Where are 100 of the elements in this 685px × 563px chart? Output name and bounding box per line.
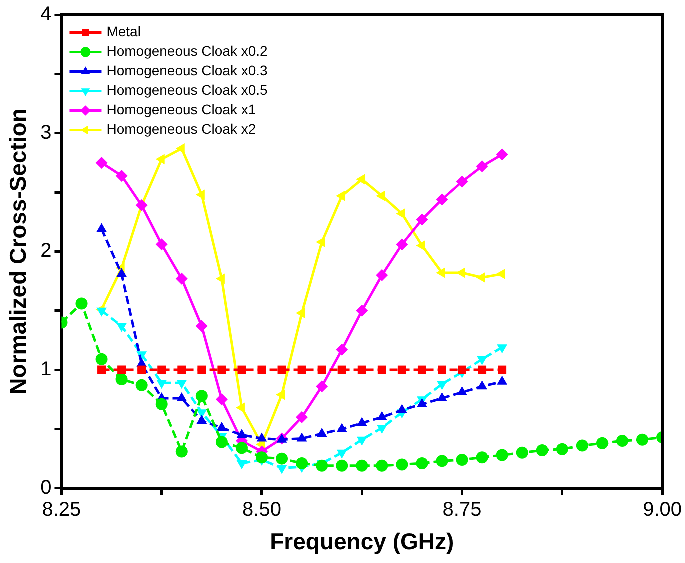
y-tick-label: 1 [40,358,52,381]
point [176,272,188,285]
point [376,190,386,202]
point [636,434,649,446]
point [478,366,487,374]
legend-label: Homogeneous Cloak x1 [106,102,256,118]
point [516,446,528,459]
point [458,366,467,374]
point [496,268,506,280]
point [136,379,148,392]
point [416,214,428,226]
point [218,366,226,374]
legend-label: Homogeneous Cloak x0.3 [106,62,268,79]
point [336,344,348,356]
y-tick-label: 0 [40,476,52,499]
point [296,308,306,318]
point [438,366,446,374]
point [336,190,346,202]
point [176,446,188,458]
point [296,432,308,442]
point [236,429,248,438]
y-axis-title: Normalized Cross-Section [5,108,32,395]
point [316,237,326,248]
point [358,366,366,374]
point [116,170,128,182]
point [416,240,426,251]
point [296,411,308,424]
point [76,298,88,310]
x-tick-label: 8.25 [42,498,82,521]
point [156,154,165,165]
point [496,449,508,462]
point [376,460,388,472]
point [176,144,185,154]
point [396,208,406,220]
point [398,366,406,374]
point [116,374,128,386]
point [198,366,206,374]
point [298,366,306,374]
point [256,452,268,464]
y-tick-label: 3 [40,122,52,144]
point [556,443,568,456]
point [396,458,408,471]
point [216,422,228,432]
x-tick-label: 8.50 [242,498,282,521]
point [396,238,408,251]
point [156,398,168,410]
point [96,156,108,169]
point [278,366,286,374]
point [477,380,488,390]
point [118,366,126,374]
point [476,160,488,172]
point [216,274,225,284]
point [156,238,168,251]
point [296,458,308,470]
point [336,460,348,472]
point [318,366,326,374]
point [336,450,348,459]
point [196,320,208,332]
legend-label: Homogeneous Cloak x0.5 [106,82,268,98]
point [98,366,106,374]
point [536,444,548,457]
legend-label: Metal [106,24,141,40]
point [178,366,186,374]
point [236,442,248,454]
x-tick-label: 9.00 [643,498,682,521]
point [258,366,266,374]
point [416,458,428,470]
point [138,366,146,374]
point [498,366,507,374]
point [457,386,468,396]
point [616,435,628,448]
point [476,452,488,464]
point [196,190,205,200]
point [356,174,366,185]
point [196,390,208,402]
point [396,404,408,414]
legend-label: Homogeneous Cloak x2 [106,121,256,138]
point [456,176,468,188]
point [418,366,426,374]
point [316,380,328,393]
point [116,268,127,278]
point [477,356,488,366]
point [96,353,108,366]
point [496,148,508,161]
point [436,455,448,468]
point [236,402,245,414]
point [238,366,246,374]
point [338,366,346,374]
point [356,417,368,426]
point [216,394,228,406]
point [136,200,148,212]
x-axis-title: Frequency (GHz) [270,528,454,555]
point [436,268,446,278]
y-tick-label: 2 [40,240,52,262]
point [436,194,448,206]
point [276,452,288,465]
y-tick-label: 4 [40,4,52,26]
point [356,304,368,317]
point [336,423,348,432]
point [376,269,388,282]
